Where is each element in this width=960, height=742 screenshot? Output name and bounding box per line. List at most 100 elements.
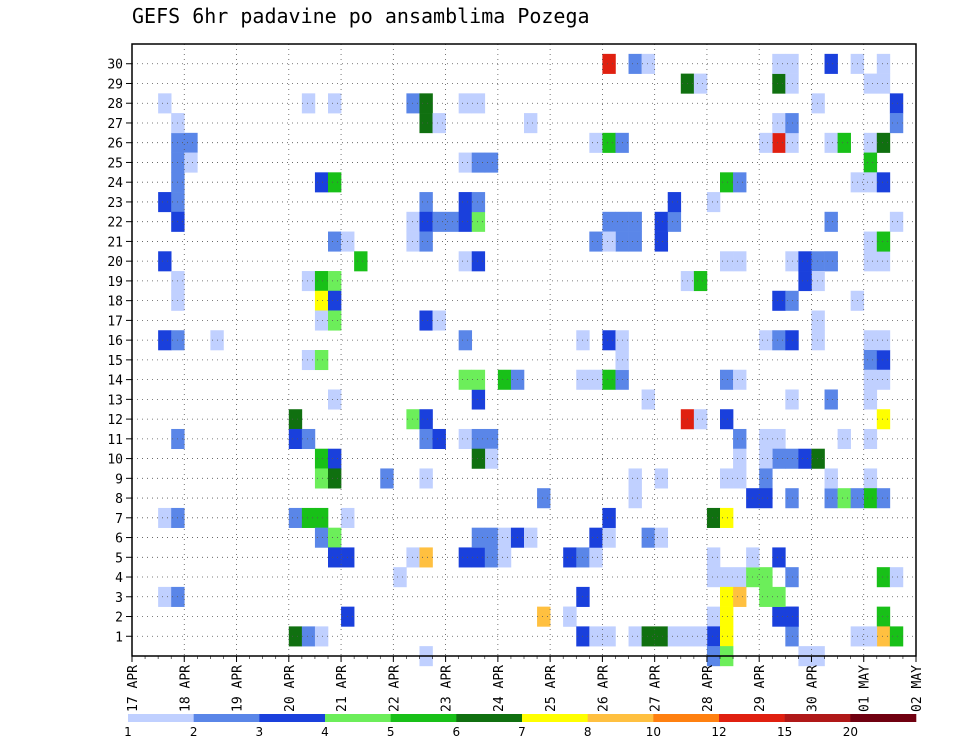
heatmap-cell [837, 428, 851, 450]
heatmap-cell [458, 251, 473, 272]
colorbar-label: 10 [646, 725, 661, 739]
heatmap-cell [876, 172, 891, 193]
heatmap-cell [458, 428, 473, 450]
heatmap-cell [380, 468, 394, 489]
x-tick-label: 17 APR [126, 665, 141, 712]
heatmap-cell [863, 73, 878, 94]
heatmap-cell [158, 251, 172, 272]
heatmap-cell [706, 547, 721, 568]
heatmap-cell [497, 547, 512, 568]
y-tick-label: 12 [107, 413, 123, 428]
heatmap-cell [811, 271, 825, 292]
heatmap-cell [602, 231, 616, 252]
heatmap-cell [863, 132, 878, 153]
heatmap-cell [314, 271, 329, 292]
chart-title: GEFS 6hr padavine po ansamblima Pozega [132, 4, 590, 28]
heatmap-cell [759, 567, 773, 588]
heatmap-cell [602, 53, 616, 74]
heatmap-cell [720, 468, 734, 489]
heatmap-cell [602, 507, 616, 528]
heatmap-cell [733, 567, 747, 588]
heatmap-cell [288, 409, 303, 430]
heatmap-cell [654, 527, 669, 548]
y-tick-label: 30 [107, 58, 123, 73]
heatmap-cell [693, 626, 708, 647]
heatmap-cell [654, 231, 669, 252]
heatmap-cell [419, 310, 433, 331]
y-tick-label: 13 [107, 393, 123, 408]
heatmap-cell [458, 369, 473, 390]
heatmap-cell [458, 330, 473, 351]
colorbar-label: 1 [124, 725, 132, 739]
heatmap-cell [772, 290, 786, 311]
heatmap-cell [720, 251, 734, 272]
heatmap-cell [889, 626, 904, 647]
heatmap-cell [693, 409, 708, 430]
heatmap-cell [589, 626, 603, 647]
heatmap-cell [889, 211, 904, 232]
heatmap-cell [706, 626, 721, 647]
heatmap-cell [563, 606, 577, 627]
colorbar-label: 4 [321, 725, 329, 739]
heatmap-cell [471, 448, 486, 469]
heatmap-cell [667, 192, 682, 213]
colorbar-swatch [128, 714, 194, 722]
heatmap-cell [654, 211, 669, 232]
heatmap-cell [158, 330, 172, 351]
heatmap-cell [484, 428, 499, 450]
heatmap-cell [733, 586, 747, 607]
heatmap-cell [432, 211, 446, 232]
heatmap-cell [537, 606, 551, 627]
colorbar-label: 8 [584, 725, 592, 739]
y-tick-label: 17 [107, 314, 123, 329]
heatmap-cell [484, 547, 499, 568]
heatmap-cell [314, 310, 329, 331]
heatmap-cell [863, 330, 878, 351]
y-tick-label: 15 [107, 354, 123, 369]
x-tick-label: 27 APR [649, 665, 664, 712]
y-tick-label: 21 [107, 235, 123, 250]
heatmap-cell [811, 93, 825, 114]
heatmap-cell [314, 468, 329, 489]
heatmap-cell [328, 448, 342, 469]
heatmap-cell [863, 428, 878, 450]
heatmap-cell [720, 409, 734, 430]
heatmap-cell [811, 251, 825, 272]
heatmap-cell [889, 567, 904, 588]
colorbar-label: 7 [518, 725, 526, 739]
heatmap-cell [432, 428, 446, 450]
y-tick-label: 10 [107, 453, 123, 468]
heatmap-cell [720, 626, 734, 647]
heatmap-cell [772, 73, 786, 94]
heatmap-cell [419, 211, 433, 232]
heatmap-cell [876, 251, 891, 272]
heatmap-cell [537, 488, 551, 509]
y-tick-label: 28 [107, 97, 123, 112]
heatmap-cell [863, 369, 878, 390]
heatmap-cell [628, 231, 642, 252]
heatmap-cell [876, 132, 891, 153]
heatmap-cell [759, 330, 773, 351]
y-axis: 1234567891011121314151617181920212223242… [107, 58, 132, 645]
heatmap-cell [837, 132, 851, 153]
colorbar-label: 12 [711, 725, 726, 739]
heatmap-cell [301, 626, 316, 647]
colorbar-swatch [390, 714, 457, 722]
heatmap-cell [589, 132, 603, 153]
heatmap-cell [876, 53, 891, 74]
heatmap-cell [628, 488, 642, 509]
heatmap-cell [419, 93, 433, 114]
y-tick-label: 4 [115, 571, 123, 586]
x-tick-label: 22 APR [387, 665, 402, 712]
heatmap-cell [314, 350, 329, 371]
heatmap-cell [824, 53, 838, 74]
heatmap-cell [471, 152, 486, 173]
heatmap-cell [419, 409, 433, 430]
heatmap-cell [759, 586, 773, 607]
x-tick-label: 02 MAY [910, 665, 925, 712]
heatmap-cell [471, 428, 486, 450]
x-tick-label: 18 APR [178, 665, 193, 712]
heatmap-cell [876, 73, 891, 94]
heatmap-cell [471, 192, 486, 213]
heatmap-cell [301, 350, 316, 371]
